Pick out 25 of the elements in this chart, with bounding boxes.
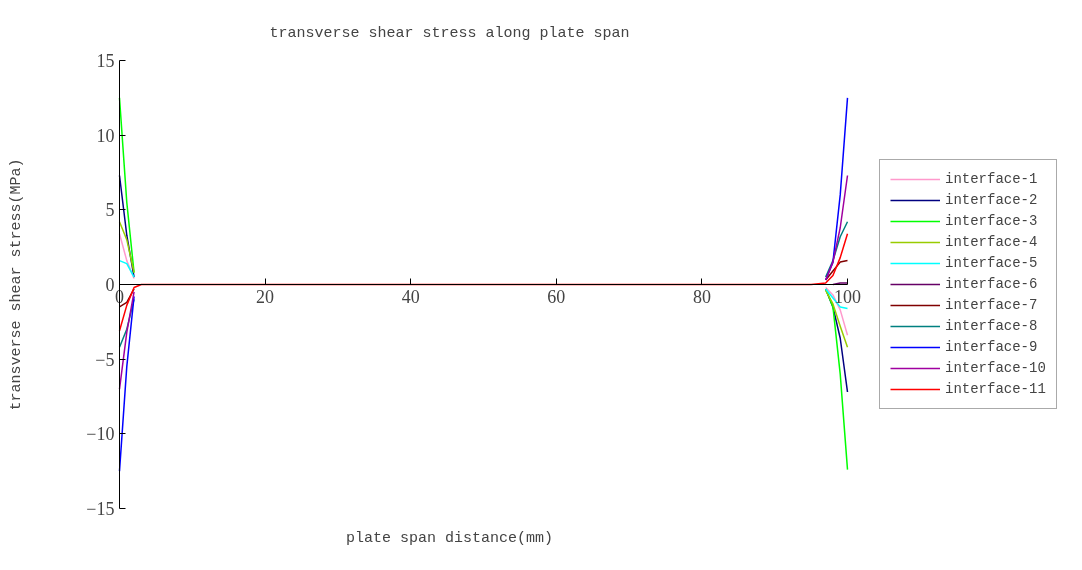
legend-label: interface-7 (945, 296, 1038, 314)
chart-title: transverse shear stress along plate span (269, 24, 630, 42)
y-tick-label: 5 (105, 200, 115, 221)
y-tick-label: −15 (86, 499, 115, 519)
legend-label: interface-3 (945, 212, 1038, 230)
y-tick-label: −10 (86, 424, 115, 445)
x-tick-label: 80 (692, 286, 711, 307)
x-tick-label: 40 (401, 286, 420, 307)
legend-label: interface-11 (945, 380, 1046, 398)
y-tick-label: −5 (95, 349, 115, 370)
y-axis-title: transverse shear stress(MPa) (7, 158, 25, 411)
x-axis-title: plate span distance(mm) (345, 529, 554, 547)
y-tick-label: 15 (96, 51, 115, 71)
legend-label: interface-8 (945, 317, 1038, 335)
legend-label: interface-5 (945, 254, 1038, 272)
legend-label: interface-10 (945, 359, 1046, 377)
legend-label: interface-4 (945, 233, 1038, 251)
legend-label: interface-1 (945, 170, 1038, 188)
y-tick-label: 10 (96, 125, 115, 146)
x-tick-label: 60 (547, 286, 566, 307)
legend-label: interface-6 (945, 275, 1038, 293)
legend-label: interface-9 (945, 338, 1038, 356)
x-tick-label: 100 (834, 286, 861, 307)
legend-label: interface-2 (945, 191, 1038, 209)
x-tick-label: 20 (256, 286, 275, 307)
